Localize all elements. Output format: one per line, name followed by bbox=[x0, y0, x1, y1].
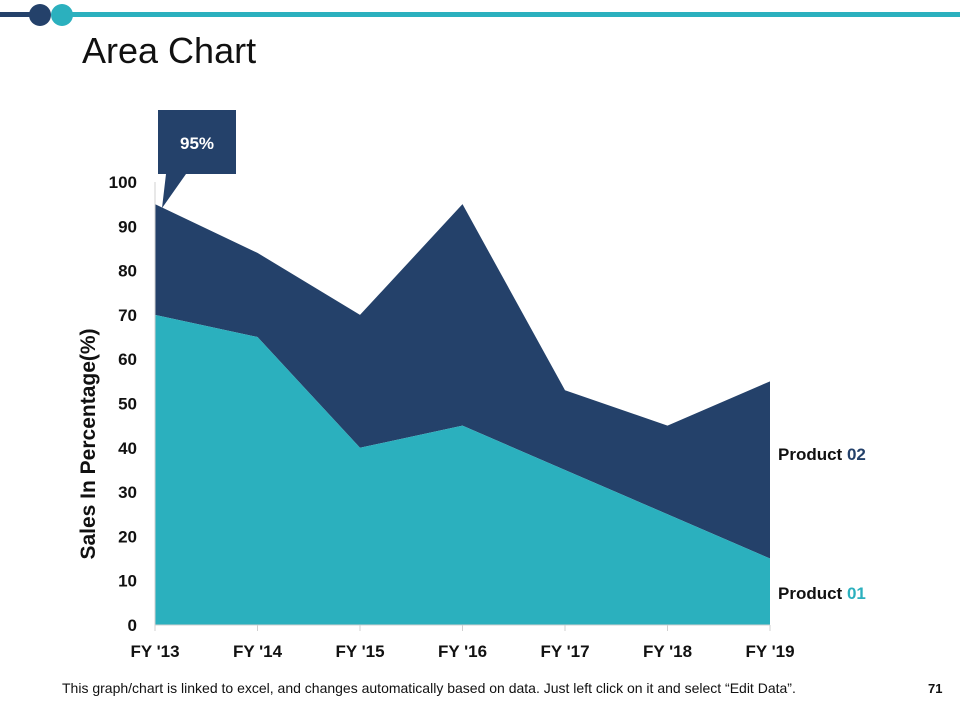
y-tick-label: 50 bbox=[118, 395, 137, 414]
y-tick-label: 30 bbox=[118, 483, 137, 502]
y-tick-label: 70 bbox=[118, 306, 137, 325]
footer-note: This graph/chart is linked to excel, and… bbox=[62, 680, 796, 696]
series-label-02: Product 02 bbox=[778, 445, 866, 464]
x-tick-label: FY '14 bbox=[233, 642, 283, 661]
y-tick-label: 100 bbox=[109, 173, 137, 192]
x-tick-label: FY '15 bbox=[335, 642, 384, 661]
y-tick-label: 10 bbox=[118, 572, 137, 591]
x-tick-label: FY '18 bbox=[643, 642, 692, 661]
y-tick-label: 0 bbox=[128, 616, 137, 635]
header-rule-teal bbox=[68, 12, 960, 17]
x-tick-labels: FY '13 FY '14 FY '15 FY '16 FY '17 FY '18 FY '… bbox=[130, 642, 794, 661]
area-product-02[interactable] bbox=[155, 204, 770, 559]
header-rule-dark bbox=[0, 12, 34, 17]
area-product-01[interactable] bbox=[155, 314, 770, 625]
chart-axes bbox=[154, 182, 771, 631]
y-tick-label: 60 bbox=[118, 350, 137, 369]
y-tick-label: 20 bbox=[118, 527, 137, 546]
page-title: Area Chart bbox=[82, 30, 257, 71]
header-dot-teal bbox=[51, 4, 73, 26]
series-label-01: Product 01 bbox=[778, 584, 866, 603]
x-tick-label: FY '16 bbox=[438, 642, 487, 661]
y-tick-label: 80 bbox=[118, 262, 137, 281]
series-labels: Product 01 Product 02 bbox=[778, 445, 866, 603]
x-tick-label: FY '17 bbox=[540, 642, 589, 661]
x-tick-label: FY '13 bbox=[130, 642, 179, 661]
chart-areas bbox=[155, 204, 770, 625]
y-tick-labels: 0 10 20 30 40 50 60 70 80 90 100 bbox=[109, 173, 137, 635]
page-number: 71 bbox=[928, 681, 943, 696]
callout-box bbox=[158, 110, 236, 209]
x-tick-label: FY '19 bbox=[745, 642, 794, 661]
value-callout: 95% bbox=[158, 110, 236, 209]
y-axis-title: Sales In Percentage(%) bbox=[77, 328, 100, 559]
callout-label: 95% bbox=[180, 134, 214, 153]
header-dot-dark bbox=[29, 4, 51, 26]
y-tick-label: 40 bbox=[118, 439, 137, 458]
y-tick-label: 90 bbox=[118, 217, 137, 236]
